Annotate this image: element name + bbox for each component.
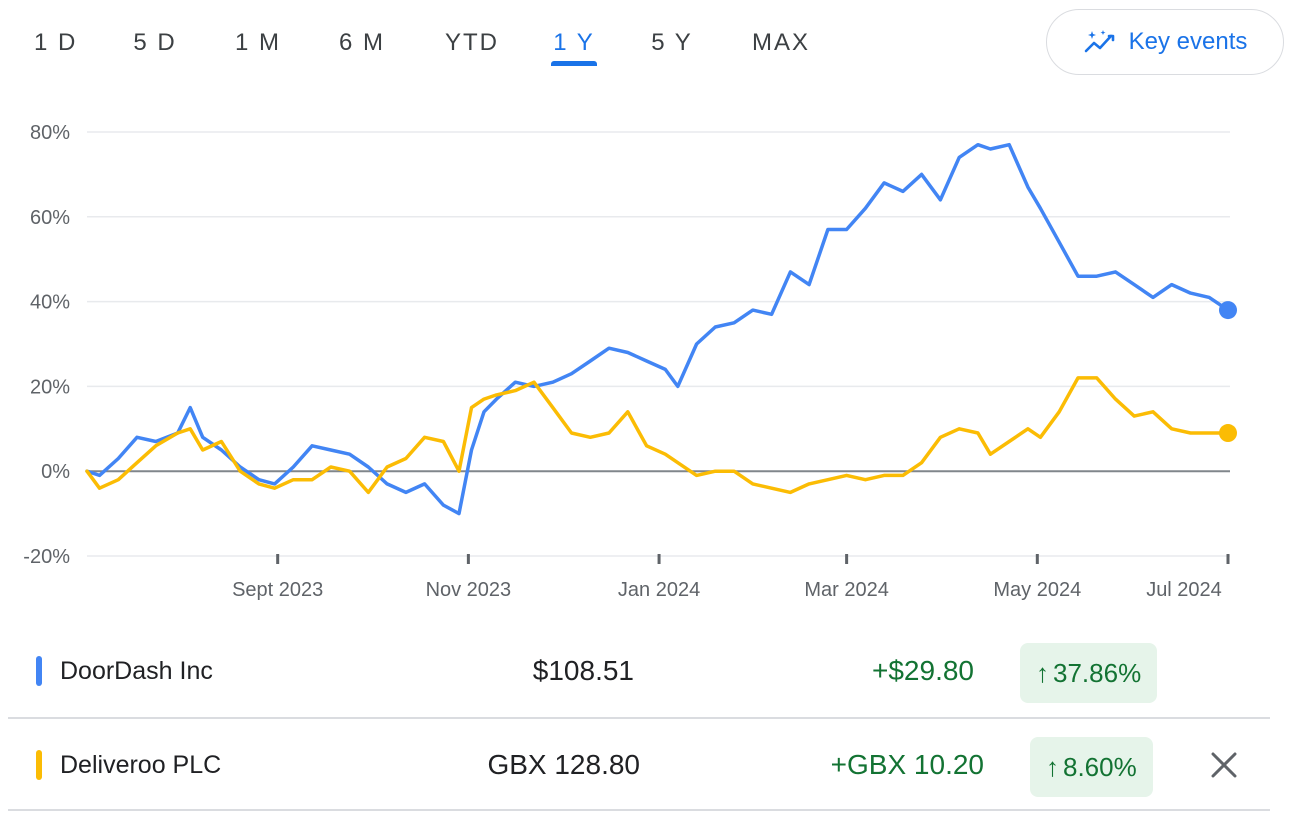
x-tick-label: May 2024 (993, 579, 1081, 601)
tab-1m[interactable]: 1 M (235, 29, 282, 56)
tab-6m[interactable]: 6 M (338, 29, 385, 56)
percent-change-badge: ↑ 8.60% (1030, 737, 1153, 797)
tab-ytd[interactable]: YTD (445, 29, 499, 56)
percent-change-badge: ↑ 37.86% (1020, 643, 1158, 703)
security-row-deliveroo[interactable]: Deliveroo PLC GBX 128.80 +GBX 10.20 ↑ 8.… (0, 719, 1270, 811)
x-tick-label: Mar 2024 (804, 579, 889, 601)
remove-comparison-button[interactable] (1206, 747, 1242, 783)
chart-svg: 80% 60% 40% 20% 0% -20% Sept 2023 Nov 2023 Jan … (23, 122, 1237, 601)
security-name: DoorDash Inc (60, 657, 213, 685)
series-line (85, 376, 1230, 495)
sparkle-trend-icon (1083, 29, 1117, 55)
series-line (85, 142, 1230, 516)
row-divider (8, 717, 1270, 719)
arrow-up-icon: ↑ (1036, 658, 1049, 688)
security-name: Deliveroo PLC (60, 751, 222, 779)
close-icon (1211, 752, 1237, 778)
tab-max[interactable]: MAX (751, 29, 810, 56)
tab-5y[interactable]: 5 Y (651, 29, 693, 56)
y-tick-label: 0% (41, 461, 70, 483)
series-end-point (1219, 424, 1237, 443)
comparison-chart: 80% 60% 40% 20% 0% -20% Sept 2023 Nov 2023 Jan … (0, 100, 1292, 610)
series-color-swatch (36, 656, 42, 686)
tab-5d[interactable]: 5 D (133, 29, 177, 56)
security-change: +GBX 10.20 (830, 749, 984, 780)
tab-1y[interactable]: 1 Y (551, 26, 597, 66)
x-tick-label: Sept 2023 (232, 579, 323, 601)
y-tick-label: 40% (30, 292, 70, 314)
tab-1d[interactable]: 1 D (34, 29, 78, 56)
y-tick-label: 20% (30, 376, 70, 398)
percent-change-value: 37.86% (1053, 658, 1142, 688)
key-events-button[interactable]: Key events (1046, 9, 1284, 75)
security-price: GBX 128.80 (487, 749, 640, 780)
x-tick-label: Jan 2024 (618, 579, 700, 601)
arrow-up-icon: ↑ (1046, 752, 1059, 782)
x-tick-label: Nov 2023 (426, 579, 512, 601)
y-tick-label: -20% (23, 546, 70, 568)
key-events-label: Key events (1128, 28, 1248, 55)
y-tick-label: 80% (30, 122, 70, 144)
y-tick-label: 60% (30, 207, 70, 229)
x-tick-label: Jul 2024 (1146, 579, 1222, 601)
row-divider (8, 809, 1270, 811)
security-row-doordash[interactable]: DoorDash Inc $108.51 +$29.80 ↑ 37.86% (0, 625, 1270, 717)
series-end-point (1219, 301, 1237, 320)
range-tabs: 1 D 5 D 1 M 6 M YTD 1 Y 5 Y MAX (0, 0, 1292, 90)
security-change: +$29.80 (872, 655, 974, 686)
security-price: $108.51 (532, 655, 634, 686)
series-color-swatch (36, 750, 42, 780)
percent-change-value: 8.60% (1063, 752, 1137, 782)
